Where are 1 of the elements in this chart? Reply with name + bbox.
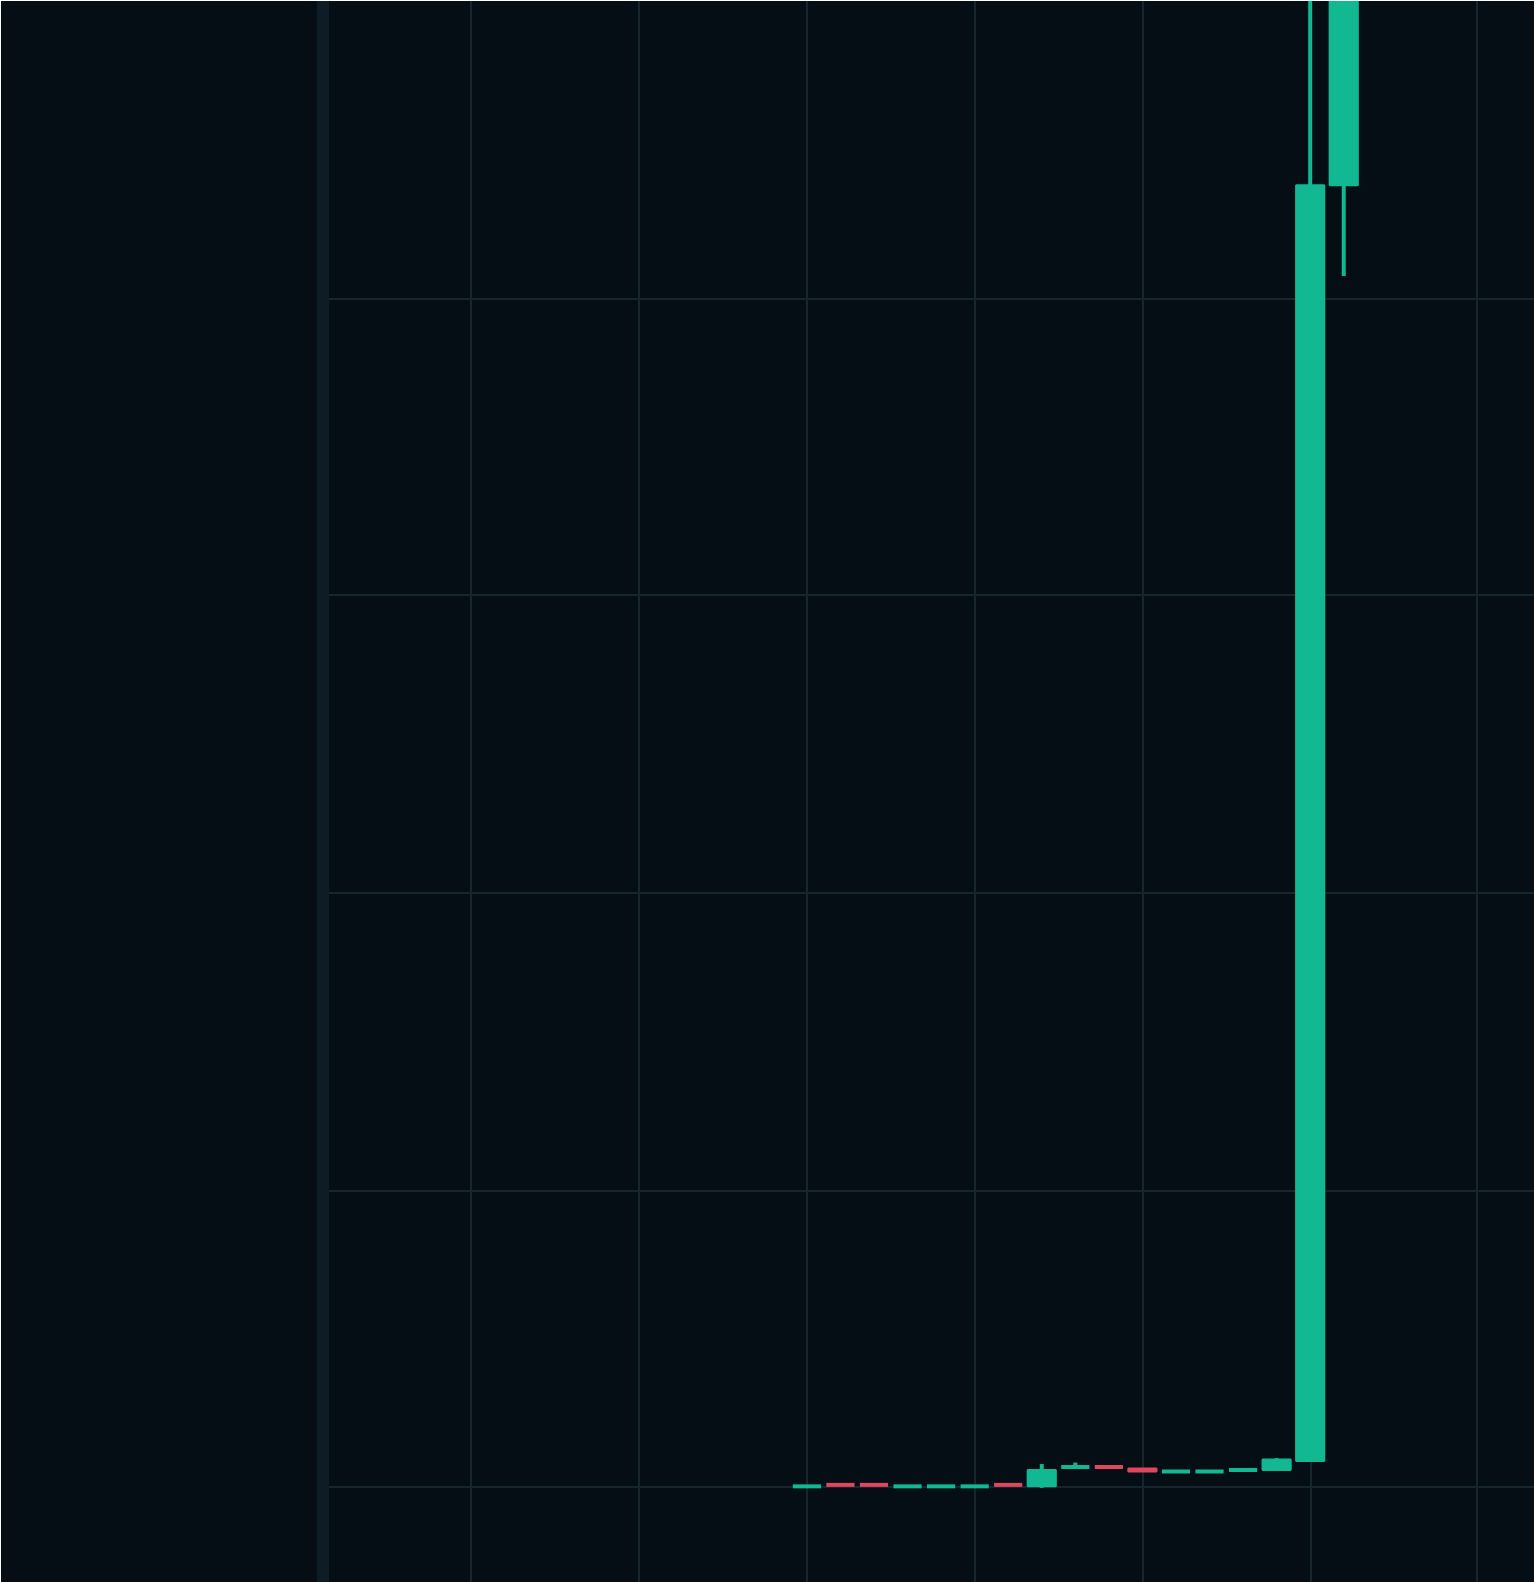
candlestick <box>1026 1462 1057 1490</box>
